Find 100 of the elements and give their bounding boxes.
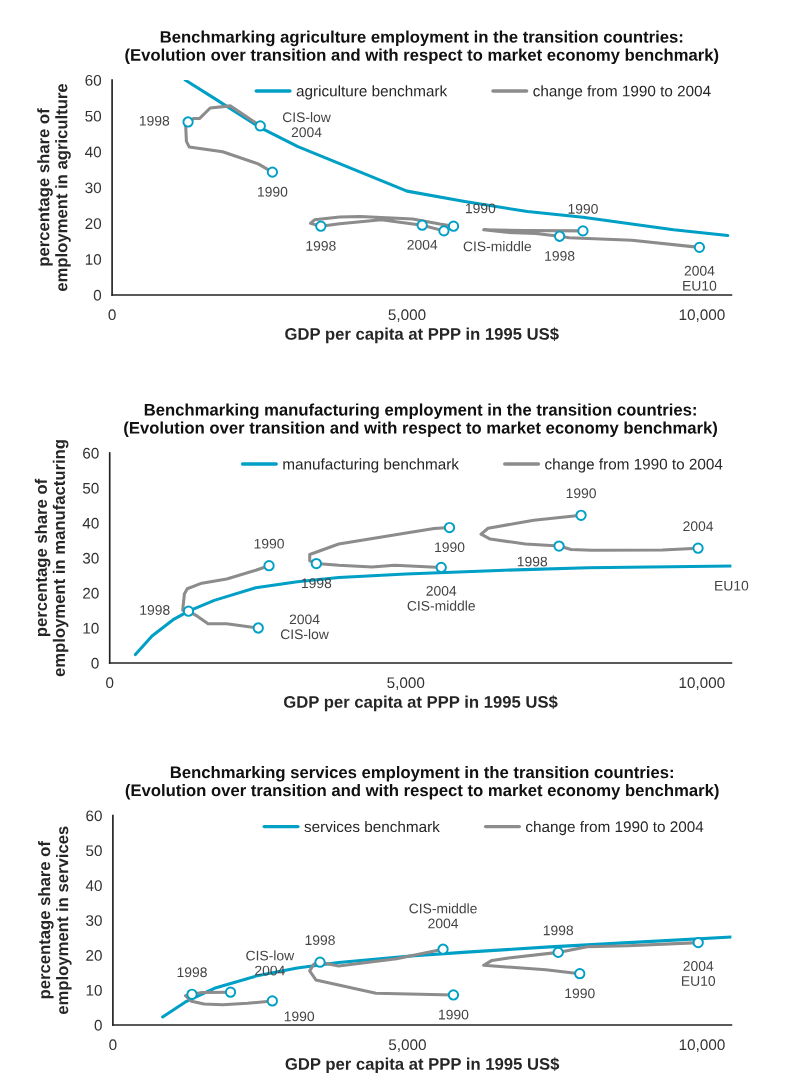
point [574,968,586,980]
x-tick-label: 0 [109,1039,117,1051]
annotation: 2004 EU10 [682,961,716,986]
x-axis-title: GDP per capita at PPP in 1995 US$ [283,695,558,712]
y-tick-label: 20 [85,218,102,230]
chart-title: Benchmarking agriculture employment in the transition countries: (Evolution over transition and with respect to market economy benchmark) [125,30,719,65]
point [692,542,704,554]
point [438,225,450,237]
y-tick-label: 20 [86,950,102,961]
point [182,605,195,617]
point [310,557,322,570]
legend-label: change from 1990 to 2004 [545,458,723,473]
annotation: 1990 [565,988,595,999]
x-tick-label: 5,000 [388,309,426,322]
y-axis-title: percentage share of employment in agriculture [37,83,71,292]
point [263,560,275,572]
annotation: 1998 [517,556,548,567]
annotation: 2004 CIS-middle [407,585,475,611]
annotation: 1990 [465,203,496,214]
chart-title: Benchmarking services employment in the transition countries: (Evolution over transition and with respect to market economy benchmark) [125,765,719,800]
x-tick-label: 10,000 [679,677,725,690]
point [224,986,237,998]
point [186,988,198,1000]
point [552,946,564,959]
point [314,956,326,968]
annotation: 1998 [140,605,170,615]
y-tick-label: 50 [82,482,99,494]
y-tick-label: 30 [86,915,102,926]
point [266,995,278,1007]
annotation: 2004 CIS-low [280,614,329,640]
annotation: 1990 [284,1011,315,1022]
y-tick-label: 60 [85,74,102,86]
y-tick-label: 50 [86,845,102,857]
point [692,936,704,949]
y-tick-label: 60 [83,447,99,459]
y-tick-label: 40 [85,880,102,892]
point [252,622,264,634]
legend-label: change from 1990 to 2004 [533,85,711,100]
annotation: 1998 [177,967,207,978]
y-tick-label: 10 [86,984,102,996]
legend-label: change from 1990 to 2004 [526,820,704,836]
point [553,540,565,552]
annotation: 1998 [545,250,575,261]
y-tick-label: 20 [83,587,99,599]
y-axis-title: percentage share of employment in manufacturing [34,440,69,677]
point [416,219,428,231]
x-tick-label: 5,000 [387,677,425,690]
y-tick-label: 50 [85,110,102,122]
point [577,225,589,237]
y-tick-label: 40 [82,517,99,529]
annotation: 1998 [306,240,336,251]
point [315,220,327,232]
x-tick-label: 10,000 [679,1039,725,1052]
annotation: 1990 [435,542,465,553]
y-tick-label: 40 [85,146,102,158]
annotation: 1990 [568,203,598,214]
annotation: 1998 [543,925,574,936]
point [447,989,460,1001]
legend-label: services benchmark [304,820,440,833]
y-tick-label: 0 [94,1019,102,1031]
point [447,220,460,232]
y-tick-label: 60 [86,810,102,822]
annotation: 2004 [683,521,714,532]
point [254,120,266,132]
y-tick-label: 10 [85,254,102,265]
annotation: CIS-middle [463,241,532,252]
annotation: 1990 [566,488,596,499]
annotation: CIS-low 2004 [282,111,331,138]
annotation: 1990 [254,538,284,549]
point [443,521,456,534]
annotation: 1998 [139,115,170,126]
x-tick-label: 0 [106,677,114,689]
annotation: 2004 [407,239,438,250]
y-tick-label: 0 [93,289,102,301]
y-tick-label: 10 [83,622,99,634]
x-axis-title: GDP per capita at PPP in 1995 US$ [285,1057,560,1074]
point [553,230,566,242]
annotation: 1990 [258,186,288,197]
annotation: EU10 [715,580,749,591]
point [693,241,706,253]
annotation: 1998 [301,578,332,589]
point [266,166,279,178]
x-tick-label: 10,000 [679,309,725,322]
annotation: 2004 EU10 [683,265,717,291]
point [182,116,194,128]
y-tick-label: 0 [91,657,99,669]
annotation: CIS-middle 2004 [409,903,477,929]
line-series [183,80,730,238]
x-axis-title: GDP per capita at PPP in 1995 US$ [285,327,559,344]
legend-label: agriculture benchmark [296,85,448,100]
y-tick-label: 30 [85,182,102,194]
annotation: 1990 [439,1009,469,1020]
x-tick-label: 5,000 [388,1039,426,1052]
legend-label: manufacturing benchmark [283,458,459,473]
point [575,509,587,521]
chart-title: Benchmarking manufacturing employment in the transition countries: (Evolution over transition and with respect to market economy benchmark) [124,403,718,437]
y-tick-label: 30 [82,552,99,564]
y-axis-title: percentage share of employment in services [38,826,72,1015]
x-tick-label: 0 [108,309,116,321]
annotation: 1998 [305,935,335,946]
